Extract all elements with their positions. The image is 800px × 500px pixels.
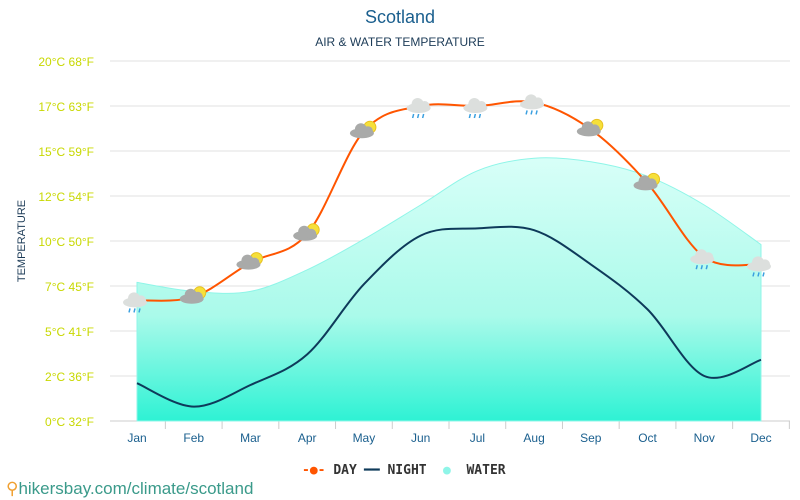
x-tick-label: Sep <box>580 431 602 445</box>
chart-subtitle: AIR & WATER TEMPERATURE <box>315 35 485 49</box>
rain-cloud-icon <box>747 256 771 277</box>
water-area <box>136 157 762 422</box>
rain-cloud-icon <box>520 94 545 115</box>
sun-cloud-icon <box>236 252 263 270</box>
chart-title: Scotland <box>364 7 436 27</box>
rain-cloud-icon <box>123 292 147 313</box>
y-tick-label: 2°C 36°F <box>45 370 94 384</box>
x-tick-label: Jun <box>411 431 430 445</box>
rain-cloud-icon <box>406 98 431 119</box>
sun-cloud-icon <box>293 223 320 241</box>
legend-water[interactable]: ● WATER <box>443 463 506 478</box>
x-tick-label: Jul <box>470 431 485 445</box>
legend-day-marker: -●- <box>302 463 326 478</box>
x-tick-label: Aug <box>523 431 544 445</box>
y-tick-label: 0°C 32°F <box>45 415 94 429</box>
legend-night-label: NIGHT <box>387 463 427 478</box>
sun-cloud-icon <box>349 120 377 139</box>
legend-water-marker: ● <box>443 463 451 478</box>
x-tick-label: Apr <box>298 431 317 445</box>
y-tick-label: 10°C 50°F <box>38 235 94 249</box>
y-tick-label: 7°C 45°F <box>45 280 94 294</box>
footer-text: hikersbay.com/climate/scotland <box>18 479 254 498</box>
legend-day-label: DAY <box>333 463 357 478</box>
x-tick-label: Nov <box>694 431 715 445</box>
legend-night-marker: ━━ <box>364 463 380 478</box>
night-line <box>136 225 762 408</box>
sun-cloud-icon <box>633 172 661 191</box>
rain-cloud-icon <box>463 98 488 119</box>
x-tick-label: Mar <box>240 431 261 445</box>
x-tick-label: May <box>353 431 376 445</box>
sun-cloud-icon <box>576 118 604 137</box>
legend-water-label: WATER <box>466 463 506 478</box>
x-tick-label: Oct <box>638 431 657 445</box>
y-tick-label: 12°C 54°F <box>38 190 94 204</box>
x-tick-label: Feb <box>183 431 204 445</box>
legend-day[interactable]: -●- DAY <box>302 463 357 478</box>
x-tick-label: Jan <box>127 431 146 445</box>
y-tick-label: 17°C 63°F <box>38 100 94 114</box>
sun-cloud-icon <box>179 286 207 304</box>
x-tick-label: Dec <box>750 431 771 445</box>
footer-link[interactable]: ⚲hikersbay.com/climate/scotland <box>6 479 253 499</box>
y-tick-label: 5°C 41°F <box>45 325 94 339</box>
location-pin-icon: ⚲ <box>6 479 19 498</box>
legend-night[interactable]: ━━ NIGHT <box>364 463 427 478</box>
y-tick-label: 15°C 59°F <box>38 145 94 159</box>
y-tick-label: 20°C 68°F <box>38 55 94 69</box>
y-axis-label: TEMPERATURE <box>16 200 28 282</box>
rain-cloud-icon <box>690 249 715 270</box>
